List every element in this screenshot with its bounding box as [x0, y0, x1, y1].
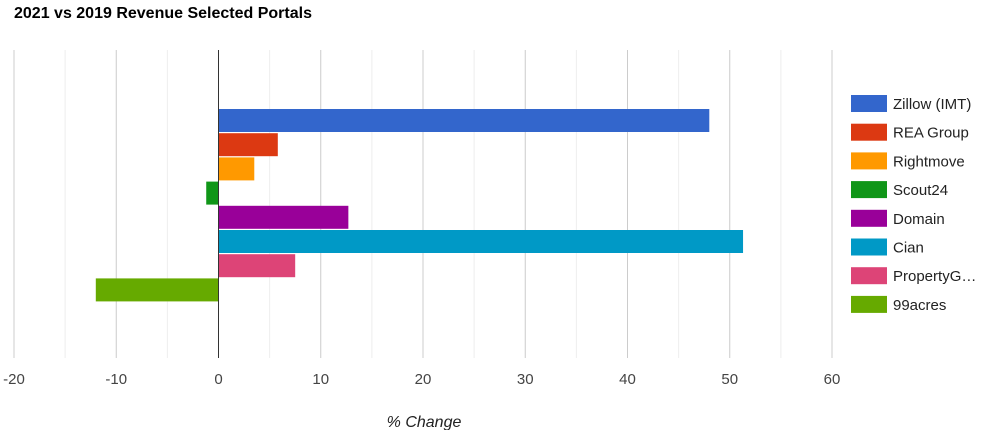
- x-tick-label: 30: [517, 371, 534, 388]
- legend-entry-label[interactable]: Scout24: [893, 182, 948, 199]
- x-tick-label: 10: [312, 371, 329, 388]
- legend-swatch: [851, 95, 887, 112]
- bar-domain[interactable]: [218, 205, 349, 229]
- legend-swatch: [851, 152, 887, 170]
- legend-entry-label[interactable]: REA Group: [893, 125, 969, 142]
- x-axis-label: % Change: [387, 414, 462, 430]
- x-tick-label: 0: [214, 371, 222, 388]
- bar-rea-group[interactable]: [218, 133, 278, 157]
- bar-propertyg[interactable]: [218, 254, 296, 278]
- x-tick-label: 50: [721, 371, 738, 388]
- legend-swatch: [851, 181, 887, 199]
- bars: [95, 109, 744, 302]
- chart-title: 2021 vs 2019 Revenue Selected Portals: [14, 5, 312, 22]
- bar-zillow-imt[interactable]: [218, 109, 710, 132]
- x-tick-label: -20: [3, 371, 25, 388]
- legend-swatch: [851, 295, 887, 313]
- legend-swatch: [851, 123, 887, 141]
- bar-99acres[interactable]: [95, 278, 219, 302]
- bar-scout24[interactable]: [206, 181, 219, 205]
- bar-rightmove[interactable]: [218, 157, 255, 181]
- legend-entry-label[interactable]: Domain: [893, 211, 945, 228]
- legend-swatch: [851, 267, 887, 285]
- legend-entry-label[interactable]: PropertyG…: [893, 268, 976, 285]
- x-tick-label: 20: [415, 371, 432, 388]
- x-tick-label: -10: [105, 371, 127, 388]
- legend-entry-label[interactable]: Zillow (IMT): [893, 96, 971, 113]
- gridlines: [13, 50, 833, 358]
- legend-entry-label[interactable]: Rightmove: [893, 153, 965, 170]
- legend-swatch: [851, 238, 887, 256]
- legend: Zillow (IMT) REA Group Rightmove Scout24 Dom…: [851, 95, 976, 314]
- x-axis-ticks: -20 -10 0 10 20 30 40 50 60: [3, 371, 840, 388]
- x-tick-label: 40: [619, 371, 636, 388]
- legend-entry-label[interactable]: 99acres: [893, 297, 946, 314]
- legend-entry-label[interactable]: Cian: [893, 240, 924, 257]
- x-tick-label: 60: [824, 371, 841, 388]
- bar-cian[interactable]: [218, 230, 744, 253]
- legend-swatch: [851, 209, 887, 227]
